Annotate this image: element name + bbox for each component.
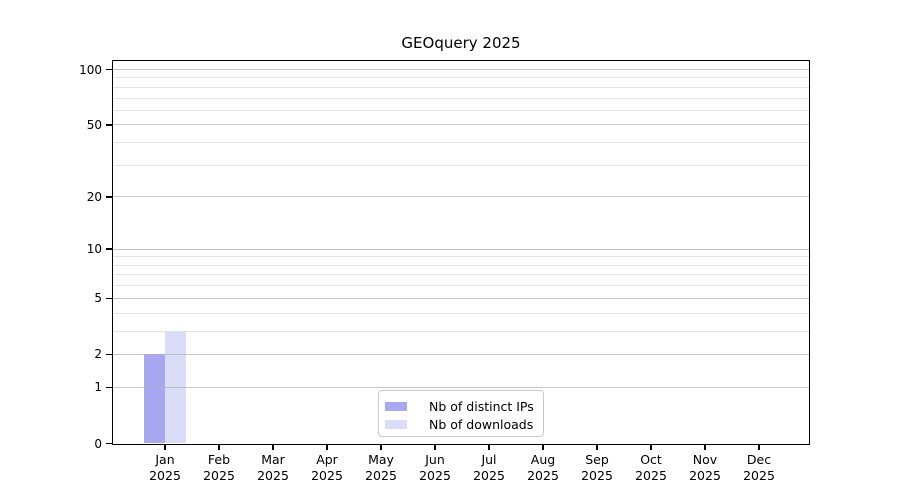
x-tick-mark	[704, 444, 706, 450]
x-tick-mark	[326, 444, 328, 450]
x-tick-mark	[380, 444, 382, 450]
y-tick-mark	[106, 248, 113, 250]
minor-gridline	[113, 285, 809, 287]
major-gridline	[113, 69, 809, 70]
minor-gridline	[113, 109, 809, 111]
bar-downloads	[164, 330, 186, 443]
x-tick-mark	[650, 444, 652, 450]
y-tick-mark	[106, 442, 113, 445]
minor-gridline	[113, 256, 809, 258]
minor-gridline	[113, 142, 809, 144]
major-gridline	[113, 386, 809, 388]
legend-swatch	[385, 419, 407, 429]
grid-layer	[113, 61, 809, 444]
minor-gridline	[113, 274, 809, 276]
x-tick-label: Apr 2025	[311, 452, 343, 483]
major-gridline	[113, 353, 809, 355]
y-tick-mark	[106, 353, 113, 356]
legend-entry: Nb of downloads	[385, 415, 535, 433]
x-tick-label: Jul 2025	[473, 452, 505, 483]
x-tick-label: Aug 2025	[527, 452, 559, 483]
minor-gridline	[113, 312, 809, 314]
y-tick-label: 2	[94, 347, 102, 362]
legend-entry: Nb of distinct IPs	[385, 397, 535, 415]
y-tick-mark	[106, 68, 113, 71]
x-tick-label: Mar 2025	[257, 452, 289, 483]
y-tick-label: 10	[86, 242, 102, 257]
y-tick-mark	[106, 196, 113, 198]
minor-gridline	[113, 97, 809, 99]
minor-gridline	[113, 330, 809, 332]
y-tick-mark	[106, 386, 113, 389]
minor-gridline	[113, 77, 809, 79]
major-gridline	[113, 248, 809, 250]
legend-swatch	[385, 401, 407, 411]
legend-label: Nb of distinct IPs	[429, 398, 534, 414]
y-tick-mark	[106, 297, 113, 300]
x-tick-mark	[434, 444, 436, 450]
y-tick-label: 100	[79, 62, 102, 77]
x-tick-label: Feb 2025	[203, 452, 235, 483]
x-tick-label: May 2025	[365, 452, 397, 483]
y-tick-label: 5	[94, 291, 102, 306]
x-tick-mark	[218, 444, 220, 450]
x-tick-label: Jan 2025	[149, 452, 181, 483]
x-tick-mark	[758, 444, 760, 450]
minor-gridline	[113, 86, 809, 88]
x-tick-label: Oct 2025	[635, 452, 667, 483]
y-tick-label: 20	[86, 189, 102, 204]
x-tick-mark	[164, 444, 166, 450]
x-tick-label: Dec 2025	[743, 452, 775, 483]
legend-label: Nb of downloads	[429, 416, 534, 432]
minor-gridline	[113, 164, 809, 166]
x-tick-mark	[272, 444, 274, 450]
bar-distinct-ips	[143, 353, 165, 443]
minor-gridline	[113, 264, 809, 266]
legend: Nb of distinct IPs Nb of downloads	[378, 390, 544, 437]
x-tick-label: Sep 2025	[581, 452, 613, 483]
major-gridline	[113, 196, 809, 198]
major-gridline	[113, 297, 809, 299]
x-tick-label: Jun 2025	[419, 452, 451, 483]
x-tick-label: Nov 2025	[689, 452, 721, 483]
x-tick-mark	[488, 444, 490, 450]
x-tick-mark	[542, 444, 544, 450]
major-gridline	[113, 124, 809, 126]
chart-title: GEOquery 2025	[401, 34, 521, 52]
y-tick-label: 0	[94, 436, 102, 451]
bars-layer	[113, 61, 809, 444]
x-tick-mark	[596, 444, 598, 450]
plot-area	[112, 60, 810, 445]
y-tick-label: 1	[94, 380, 102, 395]
y-tick-mark	[106, 124, 113, 126]
y-tick-label: 50	[86, 117, 102, 132]
